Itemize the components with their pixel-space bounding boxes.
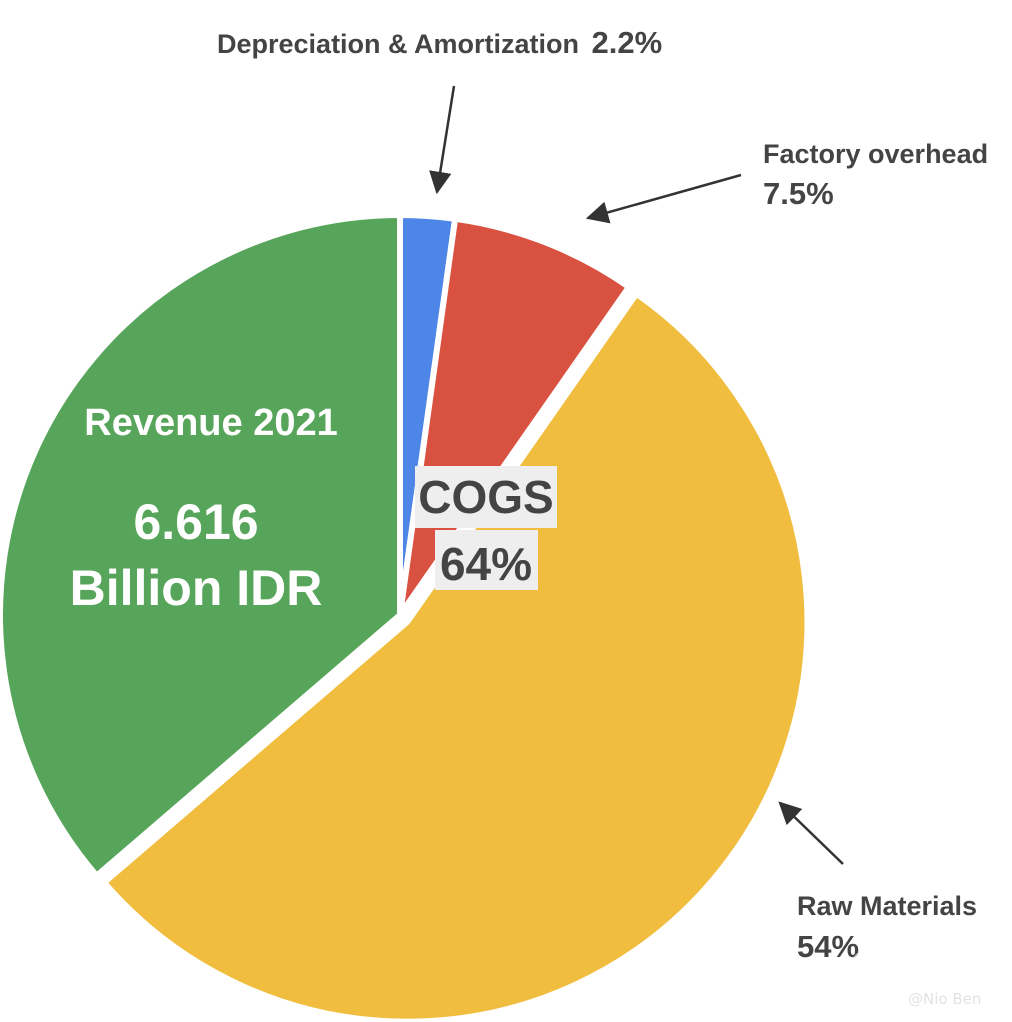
watermark-logo-icon [852, 951, 876, 975]
slice-revenue-remainder [0, 212, 403, 879]
cogs-label: COGS [418, 471, 553, 523]
slice-raw-materials [101, 290, 811, 1022]
revenue-unit: Billion IDR [70, 560, 323, 616]
raw-materials-name: Raw Materials [797, 891, 977, 921]
factory-name: Factory overhead [763, 139, 988, 169]
cogs-pct-bg [435, 530, 538, 590]
revenue-amount: 6.616 [133, 494, 258, 550]
factory-pct: 7.5% [763, 176, 834, 211]
cogs-label-bg [415, 466, 557, 528]
revenue-title: Revenue 2021 [84, 402, 338, 444]
watermark-brand: 老虎社区 [882, 951, 978, 979]
depreciation-pct: 2.2% [592, 25, 663, 60]
factory-arrow [585, 173, 742, 224]
depreciation-arrow [429, 85, 456, 195]
raw-materials-pct: 54% [797, 929, 859, 964]
watermark: 老虎社区 @Nio Ben [852, 951, 981, 1008]
raw-materials-arrow [778, 801, 844, 865]
depreciation-name: Depreciation & Amortization [217, 29, 579, 59]
depreciation-label: Depreciation & Amortization 2.2% [217, 25, 662, 60]
watermark-author: @Nio Ben [908, 990, 981, 1008]
pie-slices [0, 212, 811, 1022]
cogs-pct: 64% [440, 538, 532, 590]
